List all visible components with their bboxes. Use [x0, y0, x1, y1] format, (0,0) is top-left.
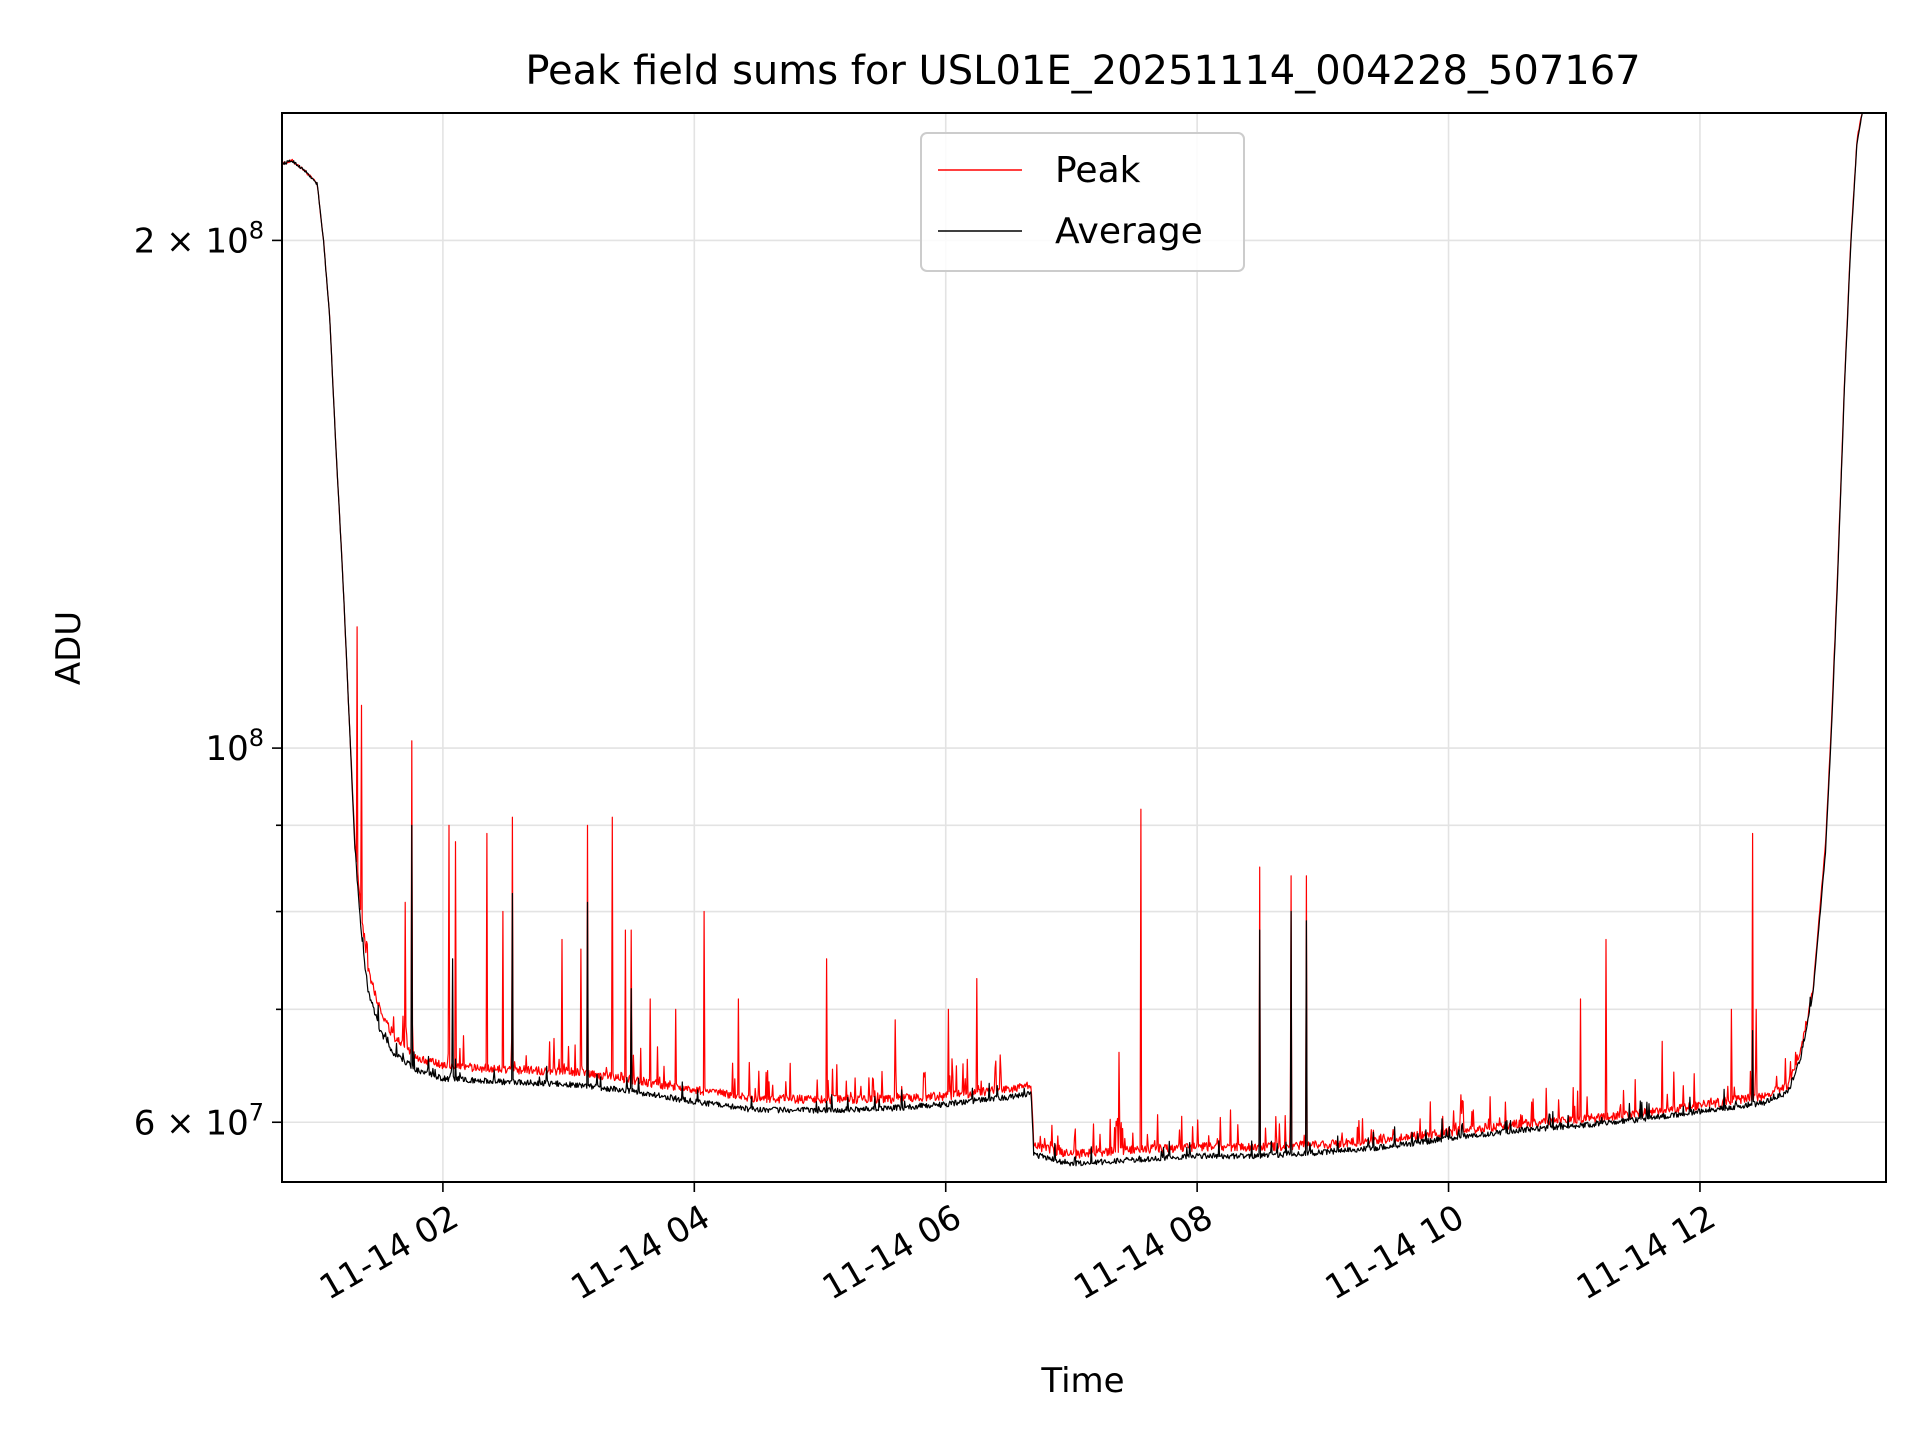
y-axis-label: ADU — [49, 611, 89, 685]
y-tick-label: 2 × 108 — [134, 216, 264, 261]
legend-label-peak: Peak — [1055, 150, 1141, 191]
legend: Peak Average — [920, 132, 1245, 272]
y-tick-label-exponent: 8 — [249, 724, 264, 752]
y-tick-label: 108 — [205, 724, 264, 769]
y-tick-label-exponent: 8 — [249, 216, 264, 244]
y-tick-label-exponent: 7 — [249, 1098, 264, 1126]
series-line-average — [282, 113, 1863, 1167]
grid-lines — [282, 113, 1886, 1182]
y-tick-label: 6 × 107 — [134, 1098, 264, 1143]
series-line-peak — [282, 113, 1863, 1159]
plot-area-frame — [281, 112, 1887, 1183]
series-lines — [282, 113, 1863, 1167]
y-tick-label-base: 10 — [205, 729, 248, 769]
legend-label-average: Average — [1055, 211, 1203, 252]
chart-title: Peak field sums for USL01E_20251114_0042… — [525, 48, 1640, 94]
y-tick-label-base: 2 × 10 — [134, 221, 249, 261]
y-tick-label-base: 6 × 10 — [134, 1103, 249, 1143]
x-axis-label: Time — [1040, 1361, 1124, 1401]
legend-box — [920, 132, 1245, 272]
